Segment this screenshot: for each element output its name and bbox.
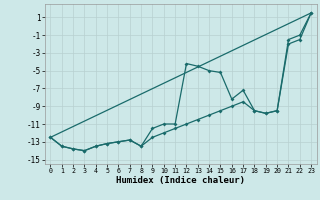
X-axis label: Humidex (Indice chaleur): Humidex (Indice chaleur) — [116, 176, 245, 185]
